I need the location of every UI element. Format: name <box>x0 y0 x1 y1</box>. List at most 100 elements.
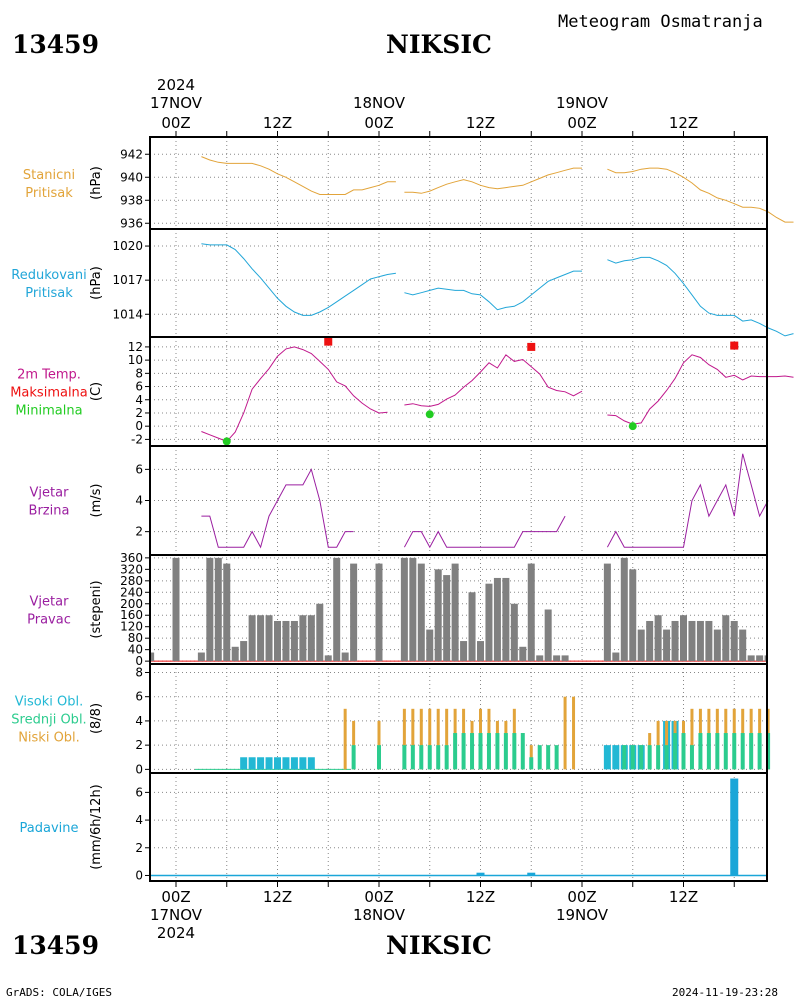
y-tick-label: 936 <box>120 216 143 230</box>
y-tick-label: 120 <box>120 620 143 634</box>
top-hour-label: 12Z <box>263 114 292 132</box>
y-axis-label: (hPa) <box>89 166 104 200</box>
direction-bar <box>434 569 442 662</box>
mid-cloud-bar <box>749 733 754 770</box>
mid-cloud-bar <box>732 733 737 770</box>
station-name-bottom: NIKSIC <box>386 931 492 960</box>
direction-bar <box>172 557 180 662</box>
direction-bar <box>713 629 721 662</box>
panel-precipitation <box>145 772 768 882</box>
y-tick-label: 4 <box>135 714 143 728</box>
direction-bar <box>240 641 248 662</box>
mid-cloud-bar <box>554 745 559 770</box>
direction-bar <box>527 563 535 662</box>
mid-cloud-bar <box>512 733 517 770</box>
top-hour-label: 12Z <box>466 114 495 132</box>
high-cloud-bar <box>290 757 298 770</box>
station-pressure-line <box>201 156 794 223</box>
mid-cloud-bar <box>377 745 381 770</box>
direction-bar <box>231 646 239 662</box>
mid-cloud-bar <box>495 733 500 770</box>
panel-label: Niski Obl. <box>18 731 80 746</box>
mid-cloud-bar <box>351 745 356 770</box>
direction-bar <box>671 620 679 662</box>
panel-label: Visoki Obl. <box>15 695 83 710</box>
panel-label: Pritisak <box>25 186 73 201</box>
direction-bar <box>739 629 747 662</box>
render-timestamp: 2024-11-19-23:28 <box>672 986 778 999</box>
y-tick-label: 1017 <box>112 273 143 287</box>
y-tick-label: 2 <box>135 525 143 539</box>
mid-cloud-bar <box>461 733 466 770</box>
direction-bar <box>688 620 696 662</box>
direction-bar <box>663 629 671 662</box>
bottom-year-label: 2024 <box>157 924 195 942</box>
station-id-top: 13459 <box>12 30 99 59</box>
low-cloud-bar <box>563 696 567 770</box>
y-tick-label: 8 <box>135 665 143 679</box>
y-tick-label: 2 <box>135 406 143 420</box>
direction-bar <box>223 563 231 662</box>
direction-bar <box>206 557 214 662</box>
bottom-hour-label: 12Z <box>466 888 495 906</box>
direction-bar <box>257 615 265 662</box>
top-hour-label: 00Z <box>364 114 393 132</box>
mid-cloud-bar <box>529 757 534 770</box>
bottom-date-label: 17NOV <box>150 906 203 924</box>
direction-bar <box>620 557 628 662</box>
tmax-marker <box>527 342 536 351</box>
panel-frame <box>149 772 768 882</box>
y-axis-label: (m/s) <box>89 484 104 518</box>
y-tick-label: 240 <box>120 585 143 599</box>
bottom-hour-label: 00Z <box>567 888 596 906</box>
y-tick-label: 40 <box>128 643 143 657</box>
y-tick-label: 200 <box>120 597 143 611</box>
bottom-date-label: 19NOV <box>556 906 609 924</box>
mid-cloud-bar <box>698 733 703 770</box>
mid-cloud-bar <box>766 733 771 770</box>
direction-bar <box>197 652 205 662</box>
direction-bar <box>282 620 290 662</box>
meteogram-title: Meteogram Osmatranja <box>558 12 763 32</box>
tmin-marker <box>425 410 434 419</box>
direction-bar <box>307 615 315 662</box>
mid-cloud-bar <box>436 745 441 770</box>
y-tick-label: -2 <box>131 432 143 446</box>
direction-bar <box>150 652 155 662</box>
y-tick-label: 942 <box>120 147 143 161</box>
direction-bar <box>629 569 637 662</box>
y-axis-label: (mm/6h/12h) <box>89 784 104 870</box>
wind-speed-line <box>201 453 769 549</box>
bottom-hour-label: 12Z <box>669 888 698 906</box>
mid-cloud-bar <box>723 733 728 770</box>
panel-label: Pritisak <box>25 286 73 301</box>
direction-bar <box>493 577 501 662</box>
high-cloud-bar <box>282 757 290 770</box>
low-cloud-bar <box>428 708 432 770</box>
low-cloud-bar <box>402 708 406 770</box>
high-cloud-bar <box>307 757 315 770</box>
y-tick-label: 6 <box>135 462 143 476</box>
direction-bar <box>350 563 358 662</box>
panel-label: Vjetar <box>30 486 70 501</box>
mid-cloud-bar <box>706 733 711 770</box>
reduced-pressure-line <box>201 243 794 337</box>
mid-cloud-bar <box>673 733 678 770</box>
high-cloud-bar <box>274 757 281 770</box>
high-cloud-bar <box>240 757 248 770</box>
mid-cloud-bar <box>402 745 407 770</box>
direction-bar <box>290 620 298 662</box>
direction-bar <box>400 557 408 662</box>
panel-label: Maksimalna <box>10 386 88 401</box>
y-tick-label: 0 <box>135 654 143 668</box>
direction-bar <box>612 652 620 662</box>
mid-cloud-bar <box>630 745 635 770</box>
high-cloud-bar <box>612 745 620 770</box>
high-cloud-bar <box>248 757 256 770</box>
y-tick-label: 360 <box>120 551 143 565</box>
y-tick-label: 1020 <box>112 239 143 253</box>
y-tick-label: 4 <box>135 813 143 827</box>
top-date-label: 17NOV <box>150 94 203 112</box>
grads-credit: GrADS: COLA/IGES <box>6 986 112 999</box>
direction-bar <box>274 620 281 662</box>
